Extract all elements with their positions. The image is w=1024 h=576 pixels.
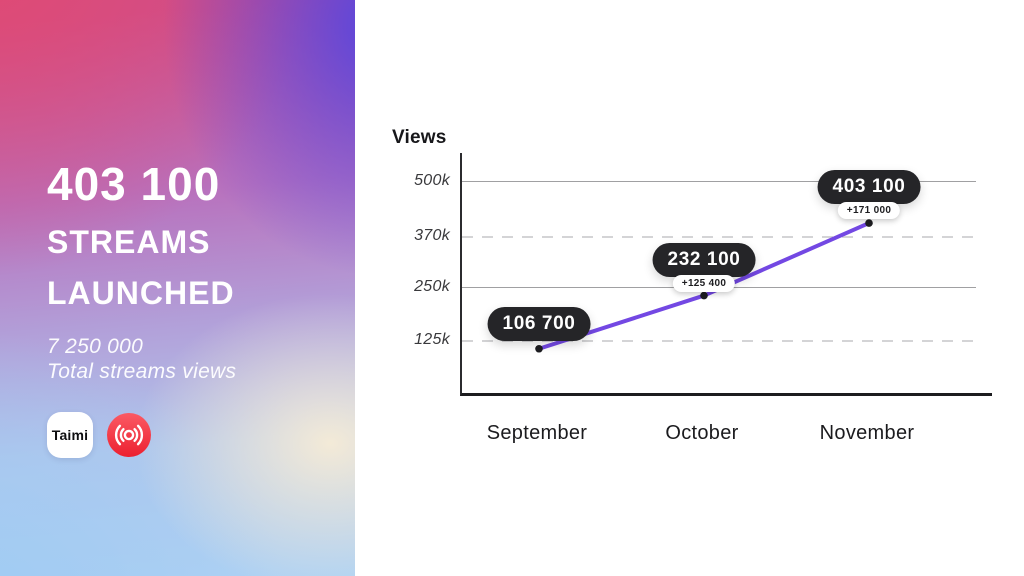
delta-pill-november: +171 000	[837, 202, 901, 220]
live-broadcast-icon	[107, 413, 151, 457]
headline-line-1: STREAMS	[47, 224, 211, 260]
subline-number: 7 250 000	[47, 335, 144, 358]
taimi-app-icon: Taimi	[47, 412, 93, 458]
value-pill-november: 403 100	[817, 170, 921, 205]
gridline-370k	[462, 236, 976, 239]
chart-title: Views	[392, 127, 447, 148]
gridline-125k	[462, 340, 976, 342]
value-pill-october: 232 100	[652, 242, 756, 277]
data-point-september	[535, 344, 543, 353]
gridline-500k	[462, 181, 976, 182]
y-axis-tick-125k: 125k	[414, 331, 450, 348]
app-badges: Taimi	[47, 412, 151, 458]
headline-line-2: LAUNCHED	[47, 275, 235, 311]
taimi-app-label: Taimi	[51, 427, 89, 443]
y-axis-tick-500k: 500k	[414, 172, 450, 189]
headline-number: 403 100	[47, 158, 221, 210]
live-broadcast-svg	[107, 413, 151, 457]
data-point-november	[865, 219, 873, 227]
x-axis-label-september: September	[486, 422, 588, 444]
x-axis-label-october: October	[665, 422, 739, 444]
brand-panel: 403 100 STREAMS LAUNCHED 7 250 000 Total…	[0, 0, 355, 576]
y-axis-tick-370k: 370k	[414, 227, 450, 245]
views-chart: Views 106 700 232 100 +125 400 403 100 +171 …	[355, 0, 1024, 576]
headline-block: 403 100 STREAMS LAUNCHED 7 250 000 Total…	[47, 160, 236, 384]
delta-pill-october: +125 400	[672, 274, 736, 292]
plot-area: 106 700 232 100 +125 400 403 100 +171 000	[460, 153, 992, 396]
x-axis-label-november: November	[819, 422, 915, 444]
y-axis-tick-250k: 250k	[414, 278, 450, 295]
subline-text: Total streams views	[47, 360, 237, 383]
value-pill-september: 106 700	[487, 306, 591, 341]
data-point-october	[700, 291, 708, 300]
trend-line-svg	[535, 219, 873, 353]
